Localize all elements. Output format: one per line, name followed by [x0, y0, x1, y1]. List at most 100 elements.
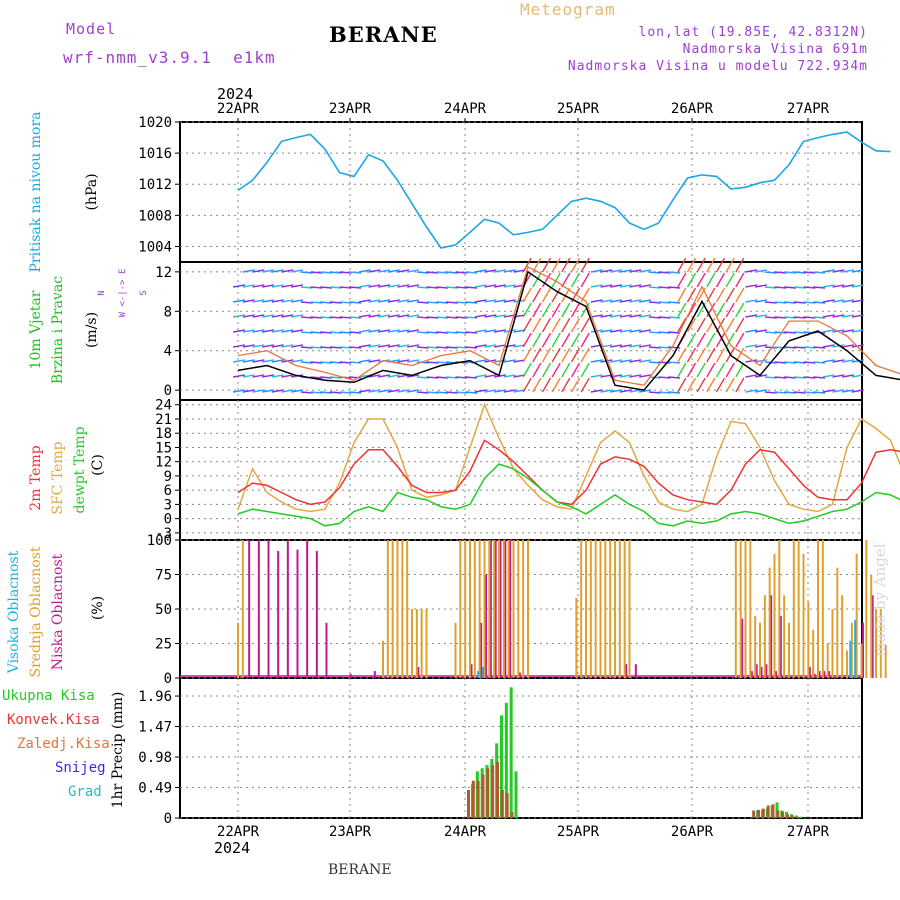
wind-arrow: [465, 271, 478, 274]
wind-arrow: [368, 359, 381, 363]
wind-arrow: [242, 359, 255, 363]
precip-legend-item: Snijeg: [55, 760, 106, 776]
wind-arrow: [387, 389, 400, 393]
precip-convective-bar: [781, 811, 785, 818]
wind-arrow: [600, 284, 613, 288]
wind-arrow: [320, 391, 333, 394]
wind-arrow: [532, 287, 542, 303]
precip-convective-bar: [510, 811, 514, 818]
wind-arrow: [706, 272, 716, 288]
wind-arrow: [822, 389, 835, 393]
wind-arrow: [774, 286, 787, 289]
wind-arrow: [455, 331, 468, 334]
precip-convective-bar: [790, 815, 794, 818]
precip-convective-bar: [467, 790, 470, 818]
wind-arrow: [842, 299, 855, 303]
wind-arrow: [851, 269, 864, 273]
y-tick-label: 1012: [138, 177, 172, 193]
wind-arrow: [358, 284, 371, 288]
wind-arrow: [233, 329, 246, 333]
wind-arrows: [233, 257, 864, 394]
compass-north: N: [97, 290, 107, 295]
precip-total-bar: [504, 702, 508, 818]
wind-arrow: [300, 271, 313, 274]
wind-arrow: [715, 362, 726, 378]
precip-convective-bar: [500, 790, 504, 818]
wind-arrow: [358, 389, 371, 393]
wind-arrow: [813, 361, 826, 364]
wind-arrow: [774, 301, 787, 304]
wind-arrow: [387, 314, 400, 318]
bottom-time-label: 22APR: [217, 824, 260, 840]
wind-arrow: [474, 359, 487, 363]
wind-arrow: [291, 359, 304, 363]
wind-arrow: [378, 329, 391, 333]
y-tick-label: 8: [164, 304, 172, 320]
wind-arrow: [755, 299, 768, 303]
wind-arrow: [764, 286, 777, 289]
wind-arrow: [339, 286, 352, 289]
wind-arrow: [570, 362, 581, 378]
wind-arrow: [745, 314, 758, 318]
wind-arrow: [426, 361, 439, 364]
wind-arrow: [532, 362, 542, 378]
wind-arrow: [541, 347, 552, 363]
wind-arrow: [784, 301, 797, 304]
wind-arrow: [706, 377, 716, 393]
wind-arrow: [387, 284, 400, 288]
wind-arrow: [484, 344, 497, 348]
wind-arrow: [513, 374, 526, 378]
wind-arrow: [686, 362, 697, 378]
wind-arrow: [358, 299, 371, 303]
wind-arrow: [262, 359, 275, 363]
wind-arrow: [300, 361, 313, 364]
wind-arrow: [813, 286, 826, 289]
wind-arrow: [474, 374, 487, 378]
wind-arrow: [397, 359, 410, 363]
y-tick-label: 12: [155, 265, 172, 281]
wind-arrow: [436, 316, 449, 319]
wind-arrow: [291, 389, 304, 393]
wind-arrow: [755, 389, 768, 393]
bottom-time-label: 24APR: [444, 824, 487, 840]
wind-arrow: [619, 269, 632, 273]
wind-arrow: [242, 269, 255, 273]
wind-arrow: [658, 301, 671, 304]
wind-arrow: [484, 269, 497, 273]
wind-arrow: [610, 389, 623, 393]
wind-arrow: [465, 391, 478, 394]
wind-arrow: [793, 376, 806, 379]
wind-arrow: [619, 389, 632, 393]
wind-arrow: [551, 302, 561, 318]
y-tick-label: 1.96: [138, 689, 172, 705]
wind-arrow: [532, 302, 542, 318]
wind-arrow: [513, 389, 526, 393]
temp-unit: (C): [90, 454, 106, 476]
wind-arrow: [745, 299, 758, 303]
wind-arrow: [416, 361, 429, 364]
wind-arrow: [378, 314, 391, 318]
wind-arrow: [233, 389, 246, 393]
wind-arrow: [600, 314, 613, 318]
wind-arrow: [803, 361, 816, 364]
wind-arrow: [551, 332, 561, 348]
wind-arrow: [329, 286, 342, 289]
wind-arrow: [774, 316, 787, 319]
wind-arrow: [271, 314, 284, 318]
wind-arrow: [735, 317, 745, 333]
wind-arrow: [764, 346, 777, 349]
wind-arrow: [465, 286, 478, 289]
wind-arrow: [696, 377, 706, 393]
wind-arrow: [764, 331, 777, 334]
wind-arrow: [262, 284, 275, 288]
wind-arrow: [522, 287, 532, 303]
wind-arrow: [503, 374, 516, 378]
wind-arrow: [715, 287, 726, 303]
wind-arrow: [629, 284, 642, 288]
wind-arrow: [851, 314, 864, 318]
wind-arrow: [416, 331, 429, 334]
wind-gust-line: [237, 265, 900, 386]
wind-arrow: [668, 301, 681, 304]
wind-arrow: [648, 346, 661, 349]
wind-arrow: [397, 329, 410, 333]
